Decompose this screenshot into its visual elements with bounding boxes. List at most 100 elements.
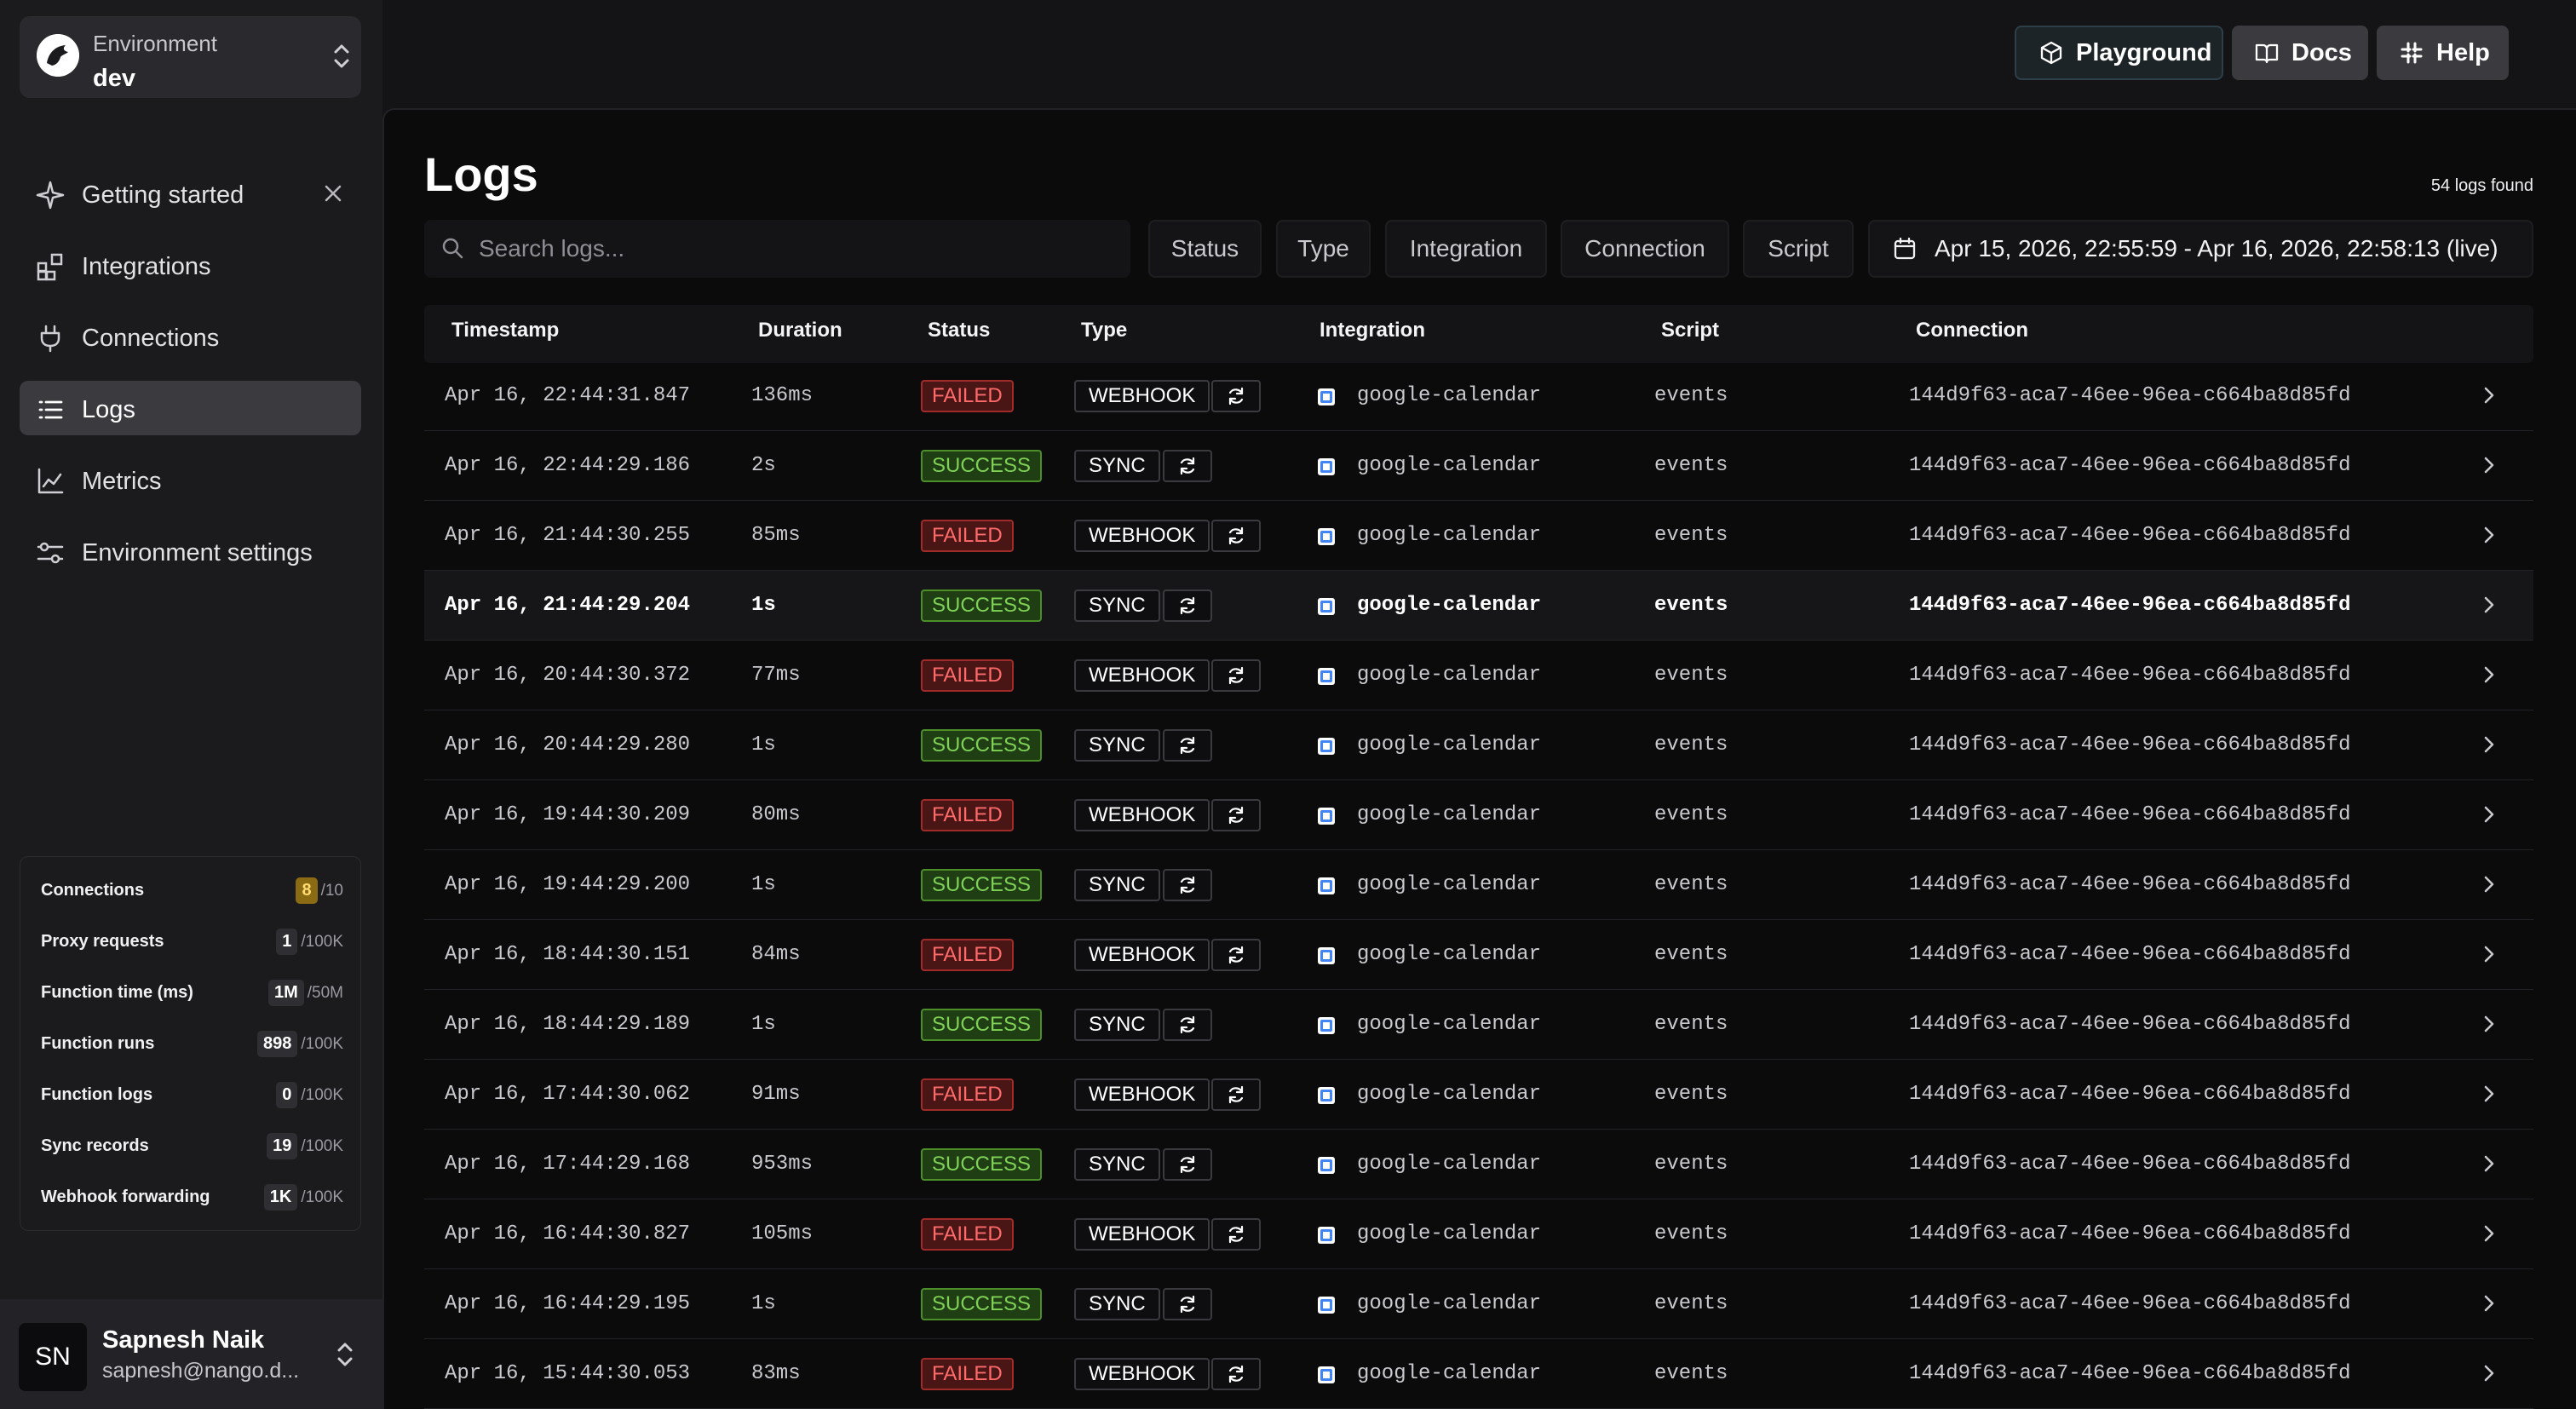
nav-environment-settings[interactable]: Environment settings [20, 524, 361, 578]
chevron-right-icon[interactable] [2479, 1222, 2499, 1245]
chevron-right-icon[interactable] [2479, 1152, 2499, 1176]
table-row[interactable]: Apr 16, 22:44:31.847 136ms FAILED WEBHOOK go… [424, 361, 2533, 431]
status-badge: FAILED [921, 380, 1014, 412]
close-icon[interactable] [322, 182, 344, 204]
chevron-right-icon[interactable] [2479, 872, 2499, 896]
cell-duration: 80ms [751, 803, 801, 826]
cell-duration: 84ms [751, 943, 801, 966]
cell-duration: 1s [751, 1013, 776, 1036]
chevron-right-icon[interactable] [2479, 1082, 2499, 1106]
search-input[interactable] [479, 232, 1109, 266]
filter-type[interactable]: Type [1276, 220, 1371, 278]
table-row[interactable]: Apr 16, 18:44:30.151 84ms FAILED WEBHOOK goo… [424, 920, 2533, 990]
date-range-picker[interactable]: Apr 15, 2026, 22:55:59 - Apr 16, 2026, 2… [1868, 220, 2533, 278]
refresh-icon [1180, 1015, 1195, 1034]
cell-timestamp: Apr 16, 21:44:30.255 [445, 524, 691, 547]
nav-label: Environment settings [82, 539, 313, 566]
docs-button[interactable]: Docs [2232, 26, 2368, 80]
usage-max: /100K [301, 1136, 343, 1155]
header-status[interactable]: Status [928, 319, 991, 342]
google-calendar-icon [1318, 598, 1335, 615]
table-row[interactable]: Apr 16, 17:44:30.062 91ms FAILED WEBHOOK goo… [424, 1060, 2533, 1130]
environment-switcher[interactable]: Environment dev [20, 16, 361, 98]
nav-integrations[interactable]: Integrations [20, 238, 361, 292]
chevron-right-icon[interactable] [2479, 523, 2499, 547]
avatar: SN [19, 1323, 87, 1391]
filter-connection[interactable]: Connection [1561, 220, 1729, 278]
cell-connection: 144d9f63-aca7-46ee-96ea-c664ba8d85fd [1909, 873, 2351, 896]
google-calendar-icon [1318, 1157, 1335, 1174]
nav-label: Integrations [82, 253, 211, 280]
chevron-right-icon[interactable] [2479, 663, 2499, 687]
slack-icon [2401, 42, 2423, 64]
status-badge: SUCCESS [921, 1148, 1043, 1181]
table-row[interactable]: Apr 16, 18:44:29.189 1s SUCCESS SYNC google-… [424, 990, 2533, 1060]
type-badge: SYNC [1074, 729, 1160, 762]
nav-connections[interactable]: Connections [20, 309, 361, 364]
header-integration[interactable]: Integration [1320, 319, 1425, 342]
search-icon [442, 238, 463, 259]
cell-integration: google-calendar [1357, 873, 1542, 896]
chevron-right-icon[interactable] [2479, 802, 2499, 826]
header-connection[interactable]: Connection [1916, 319, 2028, 342]
table-row[interactable]: Apr 16, 20:44:30.372 77ms FAILED WEBHOOK goo… [424, 641, 2533, 710]
cell-integration: google-calendar [1357, 1222, 1542, 1245]
chevron-right-icon[interactable] [2479, 383, 2499, 407]
header-script[interactable]: Script [1661, 319, 1720, 342]
sync-type-badge [1163, 729, 1212, 762]
usage-name: Function runs [41, 1034, 155, 1053]
table-row[interactable]: Apr 16, 22:44:29.186 2s SUCCESS SYNC google-… [424, 431, 2533, 501]
table-row[interactable]: Apr 16, 17:44:29.168 953ms SUCCESS SYNC goog… [424, 1130, 2533, 1199]
table-row[interactable]: Apr 16, 21:44:30.255 85ms FAILED WEBHOOK goo… [424, 501, 2533, 571]
header-duration[interactable]: Duration [758, 319, 842, 342]
table-row[interactable]: Apr 16, 16:44:30.827 105ms FAILED WEBHOOK go… [424, 1199, 2533, 1269]
chevron-right-icon[interactable] [2479, 1012, 2499, 1036]
calendar-icon [1894, 237, 1916, 260]
book-icon [2255, 43, 2279, 64]
refresh-icon [1228, 1365, 1244, 1383]
cell-integration: google-calendar [1357, 1153, 1542, 1176]
chevron-updown-icon [337, 1343, 353, 1366]
chevron-right-icon[interactable] [2479, 1291, 2499, 1315]
table-row[interactable]: Apr 16, 20:44:29.280 1s SUCCESS SYNC google-… [424, 710, 2533, 780]
help-button[interactable]: Help [2377, 26, 2509, 80]
cell-timestamp: Apr 16, 21:44:29.204 [445, 594, 691, 617]
usage-count: 1K [263, 1184, 298, 1211]
table-row[interactable]: Apr 16, 16:44:29.195 1s SUCCESS SYNC google-… [424, 1269, 2533, 1339]
cube-icon [2040, 41, 2062, 65]
user-menu[interactable]: SN Sapnesh Naik sapnesh@nango.d... [0, 1299, 382, 1409]
cell-connection: 144d9f63-aca7-46ee-96ea-c664ba8d85fd [1909, 594, 2351, 617]
header-type[interactable]: Type [1081, 319, 1128, 342]
filter-status[interactable]: Status [1148, 220, 1262, 278]
chevron-right-icon[interactable] [2479, 942, 2499, 966]
nav-getting-started[interactable]: Getting started [20, 166, 361, 221]
refresh-icon [1180, 1295, 1195, 1314]
chart-icon [37, 468, 64, 494]
user-email: sapnesh@nango.d... [102, 1359, 300, 1383]
table-row[interactable]: Apr 16, 15:44:30.053 83ms FAILED WEBHOOK goo… [424, 1339, 2533, 1409]
cell-duration: 1s [751, 594, 776, 617]
type-badge: WEBHOOK [1074, 1358, 1210, 1390]
cell-duration: 91ms [751, 1083, 801, 1106]
table-row[interactable]: Apr 16, 19:44:30.209 80ms FAILED WEBHOOK goo… [424, 780, 2533, 850]
environment-label: Environment [93, 31, 217, 56]
table-row[interactable]: Apr 16, 19:44:29.200 1s SUCCESS SYNC google-… [424, 850, 2533, 920]
usage-count: 1 [276, 929, 298, 955]
chevron-right-icon[interactable] [2479, 1361, 2499, 1385]
cell-duration: 953ms [751, 1153, 814, 1176]
filter-script[interactable]: Script [1743, 220, 1854, 278]
nav-logs[interactable]: Logs [20, 381, 361, 435]
chevron-right-icon[interactable] [2479, 593, 2499, 617]
table-row[interactable]: Apr 16, 21:44:29.204 1s SUCCESS SYNC google-… [424, 571, 2533, 641]
chevron-right-icon[interactable] [2479, 733, 2499, 756]
cell-duration: 85ms [751, 524, 801, 547]
usage-max: /10 [320, 881, 343, 900]
cell-connection: 144d9f63-aca7-46ee-96ea-c664ba8d85fd [1909, 1292, 2351, 1315]
search-box[interactable] [424, 220, 1130, 278]
filter-integration[interactable]: Integration [1385, 220, 1547, 278]
chevron-right-icon[interactable] [2479, 453, 2499, 477]
nav-metrics[interactable]: Metrics [20, 452, 361, 507]
playground-button[interactable]: Playground [2015, 26, 2223, 80]
header-timestamp[interactable]: Timestamp [451, 319, 560, 342]
google-calendar-icon [1318, 1297, 1335, 1314]
